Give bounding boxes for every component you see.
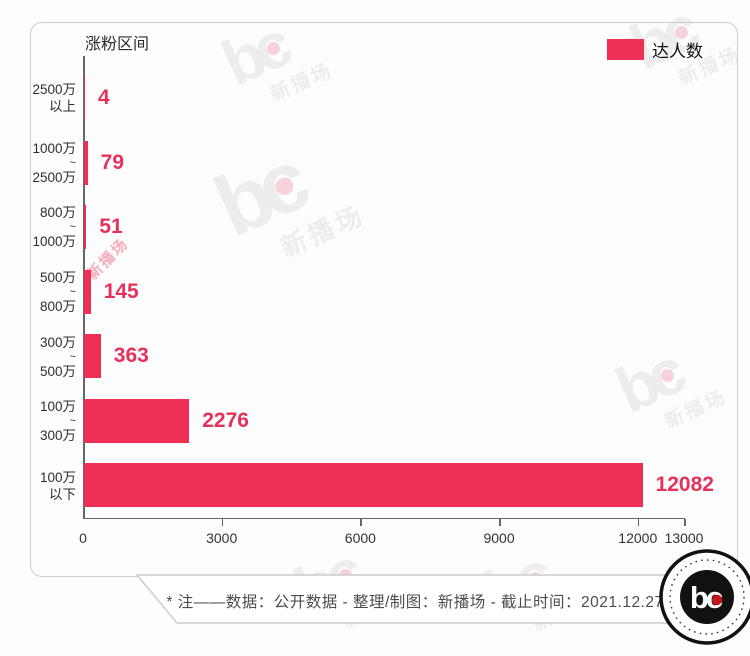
bar-row: 1000万 ~2500万 79 xyxy=(32,131,685,196)
x-axis-tick xyxy=(637,519,640,526)
category-label-line: ~ xyxy=(69,156,76,169)
category-label: 2500万 以上 xyxy=(32,81,76,115)
value-label: 79 xyxy=(100,150,124,174)
x-axis-tick xyxy=(360,519,362,526)
plot-area: 2500万 以上 4 1000万 ~2500万 79 800万 ~1000万 51 500万 ~80… xyxy=(32,56,714,546)
category-label-line: 300万 xyxy=(39,334,76,350)
value-label: 363 xyxy=(113,344,149,368)
x-axis-tick-label: 12000 xyxy=(618,530,658,546)
category-label: 100万 以下 xyxy=(40,469,76,503)
bar xyxy=(84,398,190,443)
legend-swatch-icon xyxy=(607,39,644,60)
bar xyxy=(84,269,91,314)
x-axis-tick-label: 3000 xyxy=(206,530,238,546)
category-label-line: ~ xyxy=(69,415,76,428)
x-axis-tick-label: 9000 xyxy=(483,530,515,546)
bar xyxy=(84,140,88,185)
category-label: 300万 ~500万 xyxy=(40,334,76,380)
category-label-line: 以下 xyxy=(49,486,76,502)
category-label-line: 100万 xyxy=(39,399,76,415)
bar-row: 100万 以下 12082 xyxy=(40,453,714,518)
brand-logo-bc: bc xyxy=(659,549,750,645)
category-label-line: 800万 xyxy=(39,205,76,221)
category-label-line: 300万 xyxy=(39,428,76,444)
legend: 达人数 xyxy=(607,37,703,62)
category-label-line: 1000万 xyxy=(32,140,76,156)
bar xyxy=(84,76,85,120)
category-label-line: 2500万 xyxy=(32,82,76,98)
bar-row: 500万 ~800万 145 xyxy=(40,260,685,325)
category-label: 100万 ~300万 xyxy=(40,398,76,444)
value-label: 12082 xyxy=(655,473,714,497)
value-label: 2276 xyxy=(202,408,249,432)
x-axis-line xyxy=(83,517,685,519)
bar-row: 100万 ~300万 2276 xyxy=(40,389,685,454)
category-label-line: 500万 xyxy=(39,269,76,285)
category-label: 1000万 ~2500万 xyxy=(32,140,76,186)
bar xyxy=(84,205,87,250)
category-label-line: ~ xyxy=(69,350,76,363)
x-axis-tick xyxy=(499,519,501,526)
category-label: 800万 ~1000万 xyxy=(32,204,76,250)
x-axis-tick xyxy=(684,519,686,526)
category-label-line: 以上 xyxy=(49,99,76,115)
bar-row: 2500万 以上 4 xyxy=(32,66,685,131)
bar xyxy=(84,334,101,379)
category-label-line: ~ xyxy=(69,285,76,298)
category-label-line: 500万 xyxy=(39,363,76,379)
y-axis-title: 涨粉区间 xyxy=(85,36,150,53)
x-axis-tick-label: 6000 xyxy=(344,530,376,546)
category-label: 500万 ~800万 xyxy=(40,269,76,315)
category-label-line: 1000万 xyxy=(32,234,76,250)
value-label: 51 xyxy=(99,215,123,239)
category-label-line: 2500万 xyxy=(32,169,76,185)
legend-label: 达人数 xyxy=(652,42,703,61)
bar-row: 800万 ~1000万 51 xyxy=(32,195,685,260)
category-label-line: 100万 xyxy=(39,469,76,485)
footer-note: * 注——数据：公开数据 - 整理/制图：新播场 - 截止时间：2021.12.… xyxy=(166,594,664,611)
x-axis-tick-label: 13000 xyxy=(664,530,704,546)
category-label-line: 800万 xyxy=(39,298,76,314)
category-label-line: ~ xyxy=(69,221,76,234)
x-axis-tick xyxy=(221,519,224,526)
x-axis-tick-label: 0 xyxy=(79,530,87,546)
bar-row: 300万 ~500万 363 xyxy=(40,324,685,389)
bar xyxy=(84,463,643,508)
value-label: 145 xyxy=(103,279,139,303)
value-label: 4 xyxy=(98,86,110,109)
y-axis-line xyxy=(83,56,85,518)
